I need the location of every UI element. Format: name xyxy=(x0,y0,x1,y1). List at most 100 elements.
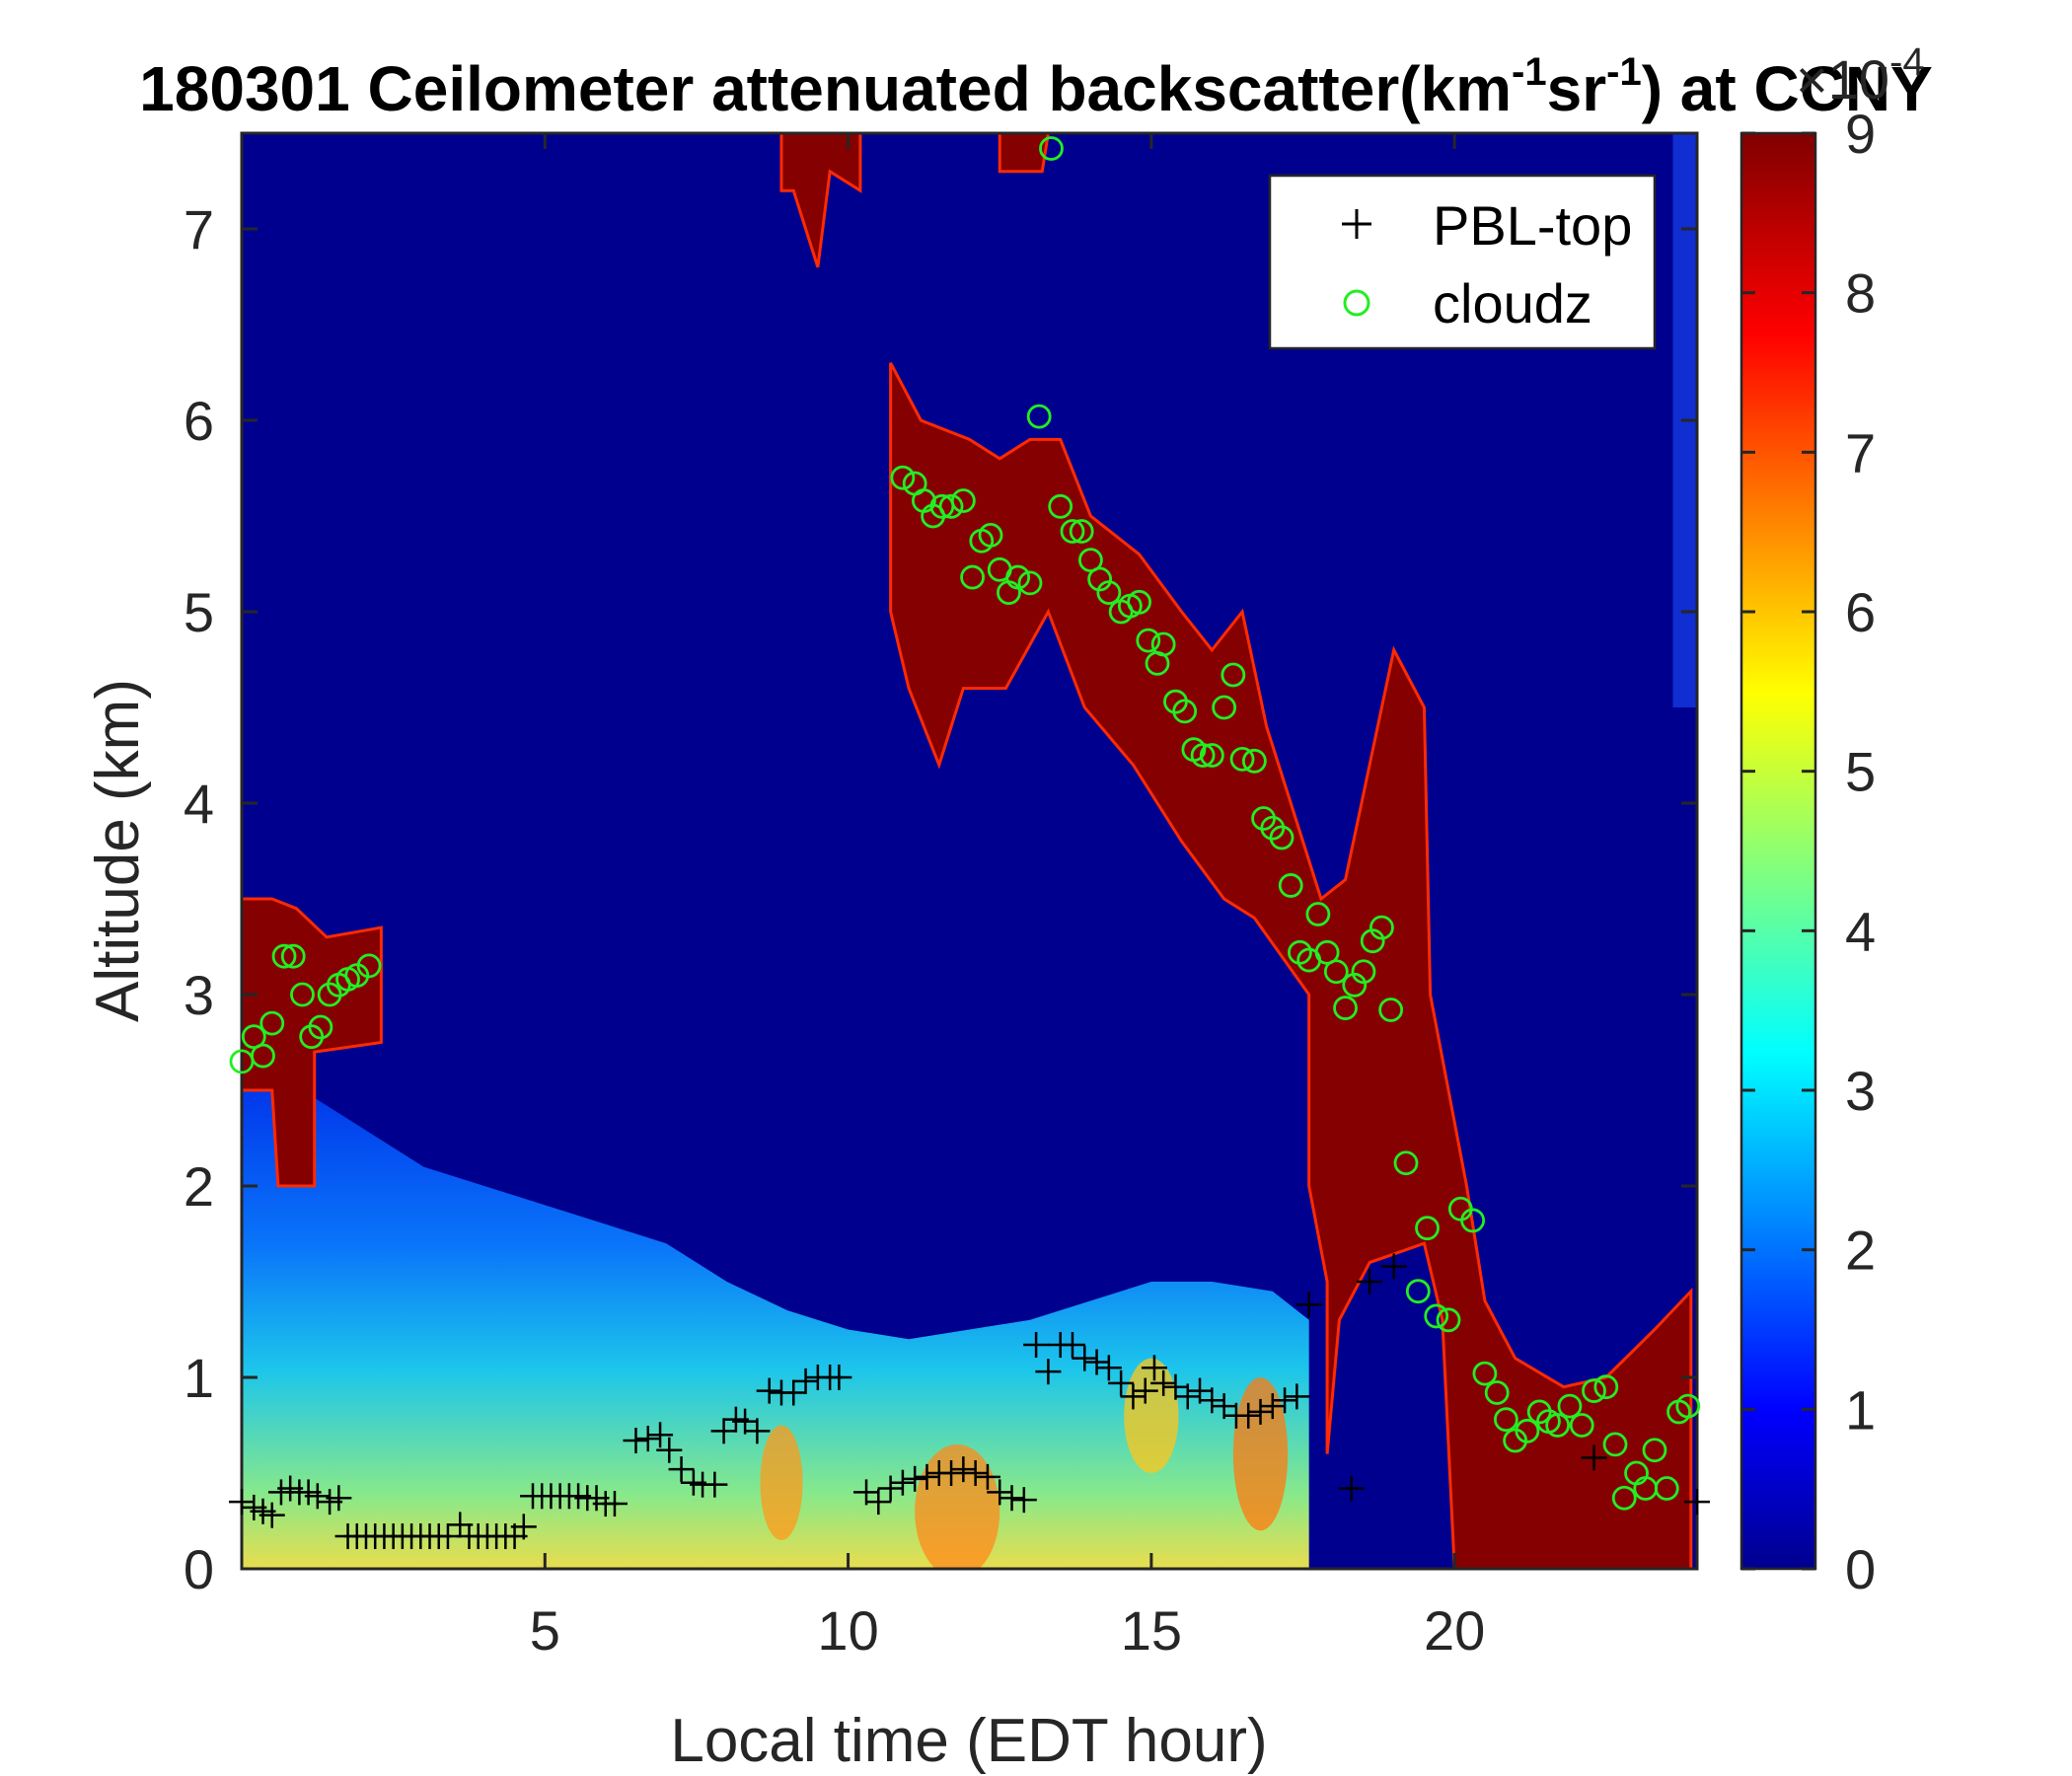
pbl-top-point xyxy=(1083,1349,1110,1375)
pbl-top-point xyxy=(1132,1377,1158,1404)
cloudz-point xyxy=(1484,1380,1510,1405)
cloudz-point xyxy=(356,953,382,979)
y-tick-label: 6 xyxy=(184,390,214,452)
cloudz-point xyxy=(1199,743,1224,768)
cloudz-point xyxy=(938,493,964,519)
pbl-top-point xyxy=(1108,1369,1135,1396)
heatmap-cloud-region xyxy=(889,362,1693,1569)
y-tick-label: 5 xyxy=(184,581,214,643)
cloudz-point xyxy=(1048,493,1073,519)
colorbar-tick-label: 4 xyxy=(1845,900,1876,962)
cloudz-point xyxy=(1654,1476,1679,1501)
colorbar-tick-label: 7 xyxy=(1845,421,1876,483)
pbl-top-point xyxy=(1095,1355,1122,1381)
y-tick-label: 0 xyxy=(184,1538,214,1600)
legend: PBL-top cloudz xyxy=(1268,174,1657,350)
heatmap-warm-spot xyxy=(915,1443,1000,1569)
pbl-top-point xyxy=(1295,1292,1322,1318)
colorbar-tick-label: 8 xyxy=(1845,262,1876,325)
legend-label-cloudz: cloudz xyxy=(1433,272,1592,334)
pbl-top-point xyxy=(780,1379,807,1406)
cloudz-point xyxy=(1190,743,1216,768)
legend-box xyxy=(1268,174,1657,350)
cloudz-point xyxy=(290,982,315,1007)
cloudz-point xyxy=(1642,1438,1667,1463)
cloudz-point xyxy=(1241,748,1267,774)
cloudz-point xyxy=(1333,996,1358,1020)
legend-marker-cloudz xyxy=(1343,289,1370,317)
cloudz-point xyxy=(1557,1393,1583,1419)
cloudz-point xyxy=(1369,915,1394,940)
cloudz-point xyxy=(1221,662,1246,688)
cloudz-point xyxy=(1675,1393,1701,1419)
y-tick-label: 7 xyxy=(184,198,214,260)
pbl-top-point xyxy=(1059,1332,1085,1359)
cloudz-point xyxy=(1582,1378,1606,1403)
pbl-top-point xyxy=(647,1422,674,1448)
pbl-top-point xyxy=(656,1437,683,1463)
pbl-top-point xyxy=(1035,1359,1062,1385)
colorbar-tick-label: 3 xyxy=(1845,1060,1876,1122)
cloudz-point xyxy=(241,1024,266,1050)
cloudz-point xyxy=(890,465,916,490)
pbl-top-point xyxy=(792,1368,819,1394)
pbl-top-point xyxy=(710,1418,737,1444)
x-tick-label: 20 xyxy=(1424,1599,1485,1662)
pbl-top-point xyxy=(914,1463,940,1490)
pbl-top-point xyxy=(962,1460,989,1486)
pbl-top-point xyxy=(1380,1253,1407,1280)
pbl-top-point xyxy=(1247,1398,1274,1425)
legend-label-pbl-top: PBL-top xyxy=(1433,194,1632,257)
pbl-top-point xyxy=(1199,1387,1225,1414)
pbl-top-point xyxy=(326,1485,352,1512)
cloudz-point xyxy=(1545,1413,1571,1438)
series-cloudz xyxy=(229,136,1701,1511)
cloudz-point xyxy=(1172,699,1198,724)
series-pbl-top xyxy=(229,1253,1710,1550)
cloudz-point xyxy=(1005,564,1031,590)
cloudz-point xyxy=(1136,628,1161,653)
pbl-top-point xyxy=(1581,1444,1607,1471)
pbl-top-point xyxy=(510,1514,537,1540)
y-tick-label: 2 xyxy=(184,1155,214,1218)
y-axis-label: Altitude (km) xyxy=(84,679,152,1022)
pbl-top-point xyxy=(1284,1383,1310,1410)
pbl-top-point xyxy=(1357,1269,1383,1295)
pbl-top-point xyxy=(987,1479,1013,1506)
x-tick-label: 10 xyxy=(817,1599,878,1662)
cloudz-point xyxy=(1039,136,1064,161)
colorbar-tick-label: 0 xyxy=(1845,1538,1876,1600)
pbl-top-point xyxy=(950,1456,977,1483)
pbl-top-point xyxy=(865,1489,892,1516)
cloudz-point xyxy=(308,1014,333,1040)
cloudz-point xyxy=(1269,825,1295,851)
cloudz-point xyxy=(1569,1413,1594,1438)
pbl-top-point xyxy=(1259,1393,1286,1420)
cloudz-point xyxy=(1096,580,1122,605)
pbl-top-point xyxy=(744,1418,771,1444)
pbl-top-point xyxy=(999,1485,1025,1512)
x-axis-label: Local time (EDT hour) xyxy=(670,1707,1267,1775)
cloudz-point xyxy=(1229,746,1255,772)
cloudz-point xyxy=(1405,1279,1431,1304)
cloudz-point xyxy=(1026,404,1052,429)
x-tick-label: 5 xyxy=(530,1599,560,1662)
cloudz-point xyxy=(950,488,976,513)
cloudz-point xyxy=(1602,1432,1628,1457)
heatmap-aerosol-layer xyxy=(242,1071,1309,1569)
cloudz-point xyxy=(1212,695,1237,720)
cloudz-point xyxy=(1393,1150,1419,1176)
y-axis: 0 1 2 3 4 5 6 7 xyxy=(184,198,1697,1600)
pbl-top-point xyxy=(1010,1487,1037,1514)
cloudz-point xyxy=(978,523,1003,548)
y-tick-label: 3 xyxy=(184,964,214,1026)
heatmap-cloud-region xyxy=(779,133,862,268)
pbl-top-point xyxy=(1174,1383,1201,1410)
cloudz-point xyxy=(1611,1485,1637,1511)
backscatter-heatmap xyxy=(242,133,1697,1569)
cloudz-point xyxy=(1436,1307,1461,1333)
cloudz-point xyxy=(1127,589,1151,615)
cloudz-point xyxy=(251,1043,275,1069)
heatmap-cloud-region xyxy=(998,133,1050,174)
